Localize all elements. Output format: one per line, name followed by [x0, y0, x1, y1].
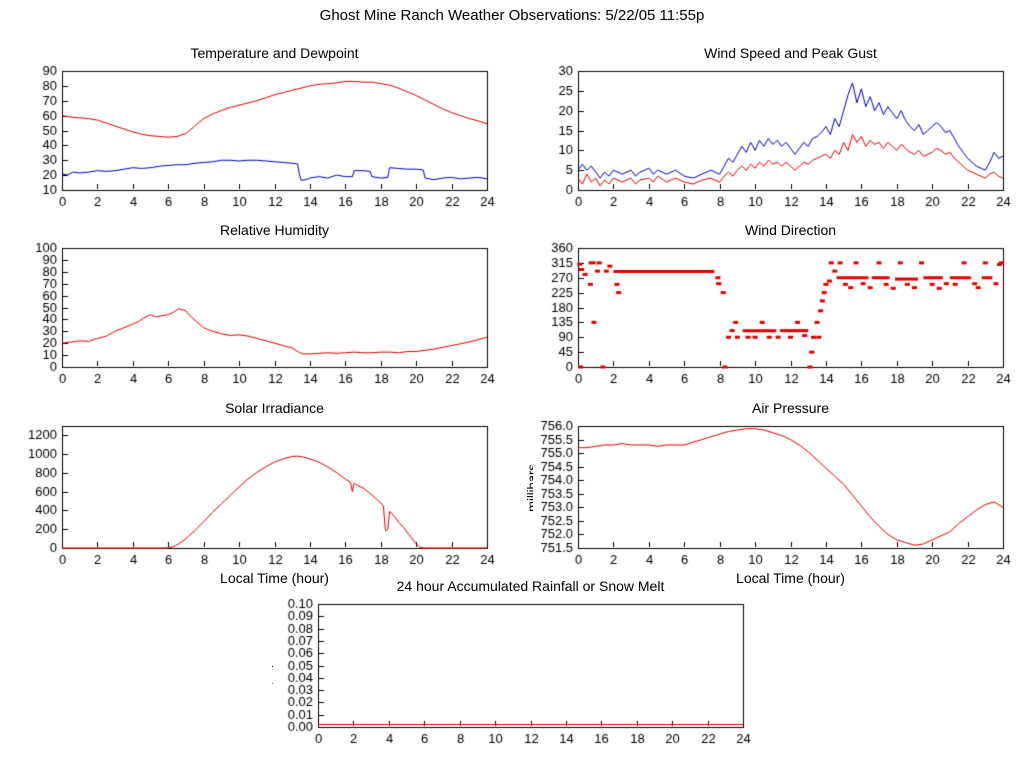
air-pressure-canvas — [533, 420, 1015, 570]
chart-title: Temperature and Dewpoint — [190, 45, 359, 61]
chart-title: Wind Direction — [744, 222, 837, 238]
chart-title: Solar Irradiance — [225, 400, 324, 416]
air-pressure-chart: Air Pressure millibars Local Time (hour) — [525, 400, 1015, 588]
x-axis-label: Local Time (hour) — [220, 570, 329, 586]
solar-irradiance-chart: Solar Irradiance W/m² Local Time (hour) — [15, 400, 499, 588]
wind-speed-gust-canvas — [533, 65, 1015, 212]
chart-title: Relative Humidity — [220, 222, 329, 238]
relative-humidity-canvas — [17, 242, 499, 389]
wind-direction-chart: Wind Direction degrees — [533, 222, 1015, 389]
chart-title: Air Pressure — [751, 400, 830, 416]
chart-title: 24 hour Accumulated Rainfall or Snow Mel… — [396, 578, 665, 594]
rainfall-chart: 24 hour Accumulated Rainfall or Snow Mel… — [270, 578, 755, 749]
chart-title: Wind Speed and Peak Gust — [704, 45, 877, 61]
rainfall-canvas — [273, 598, 755, 749]
wind-direction-canvas — [533, 242, 1015, 389]
wind-speed-gust-chart: Wind Speed and Peak Gust miles/hour — [533, 45, 1015, 212]
x-axis-label: Local Time (hour) — [736, 570, 845, 586]
relative-humidity-chart: Relative Humidity Percent — [17, 222, 499, 389]
page-title: Ghost Mine Ranch Weather Observations: 5… — [319, 7, 705, 24]
solar-irradiance-canvas — [17, 420, 499, 570]
temperature-dewpoint-canvas — [17, 65, 499, 212]
temperature-dewpoint-chart: Temperature and Dewpoint Fahrenheit — [17, 45, 499, 212]
